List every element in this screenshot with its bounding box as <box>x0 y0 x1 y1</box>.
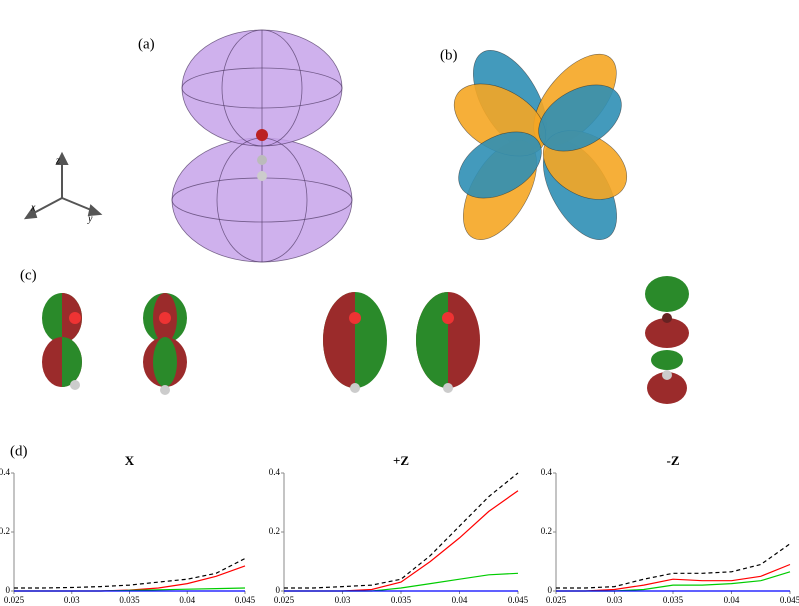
x-tick-label: 0.03 <box>64 595 80 605</box>
x-tick-label: 0.045 <box>780 595 799 605</box>
x-tick-label: 0.035 <box>663 595 684 605</box>
chart-title: X <box>125 453 135 468</box>
panel-label: (b) <box>440 47 458 63</box>
chart-title: +Z <box>393 453 409 468</box>
orbital-c <box>42 276 689 404</box>
axis-label: y <box>87 213 93 224</box>
panel-label: (c) <box>20 267 37 283</box>
x-tick-label: 0.03 <box>335 595 351 605</box>
y-tick-label: 0.4 <box>0 467 11 477</box>
y-tick-label: 0.4 <box>541 467 553 477</box>
panel-label: (a) <box>138 36 155 52</box>
chart-title: -Z <box>667 453 680 468</box>
x-tick-label: 0.04 <box>724 595 740 605</box>
series-line <box>556 565 790 592</box>
y-tick-label: 0.2 <box>269 526 280 536</box>
orbital-b <box>442 38 639 251</box>
y-tick-label: 0 <box>276 585 281 595</box>
figure: (a) (b) (c) (d) z x y <box>0 0 799 606</box>
y-tick-label: 0.2 <box>541 526 552 536</box>
y-tick-label: 0.2 <box>0 526 10 536</box>
y-tick-label: 0 <box>6 585 11 595</box>
x-tick-label: 0.045 <box>508 595 529 605</box>
x-tick-label: 0.04 <box>452 595 468 605</box>
panel-label: (d) <box>10 443 28 459</box>
axis-label: z <box>55 155 60 166</box>
series-line <box>284 473 518 588</box>
x-tick-label: 0.04 <box>179 595 195 605</box>
x-tick-label: 0.025 <box>274 595 295 605</box>
x-tick-label: 0.025 <box>546 595 567 605</box>
axis-label: x <box>30 202 36 213</box>
axis-triad <box>26 154 100 218</box>
orbital-a <box>172 30 352 262</box>
x-tick-label: 0.03 <box>607 595 623 605</box>
x-tick-label: 0.025 <box>4 595 25 605</box>
y-tick-label: 0 <box>548 585 553 595</box>
series-line <box>14 559 245 589</box>
x-tick-label: 0.035 <box>119 595 140 605</box>
x-tick-label: 0.045 <box>235 595 256 605</box>
series-line <box>14 566 245 591</box>
y-tick-label: 0.4 <box>269 467 281 477</box>
x-tick-label: 0.035 <box>391 595 412 605</box>
